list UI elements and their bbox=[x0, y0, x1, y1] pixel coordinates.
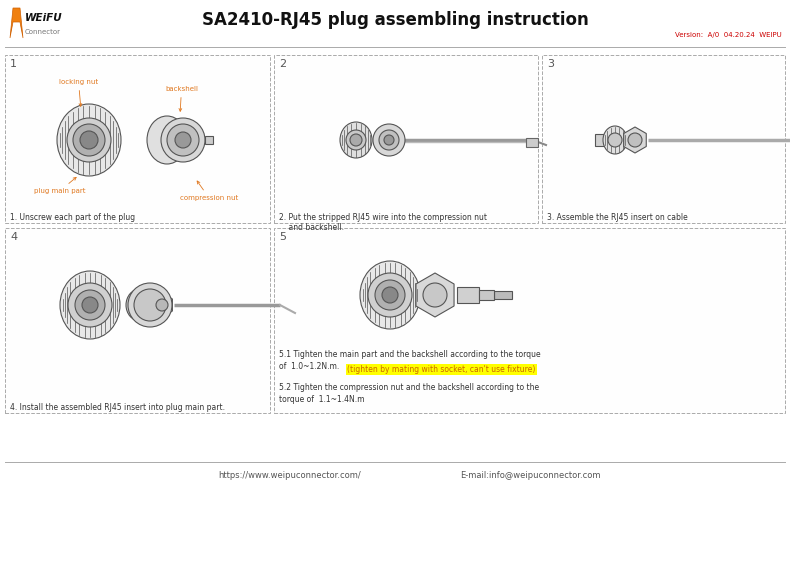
Circle shape bbox=[368, 273, 412, 317]
Polygon shape bbox=[416, 273, 454, 317]
Circle shape bbox=[628, 133, 642, 147]
Text: plug main part: plug main part bbox=[34, 177, 85, 194]
Text: 3: 3 bbox=[547, 59, 554, 69]
Circle shape bbox=[82, 297, 98, 313]
FancyBboxPatch shape bbox=[274, 228, 785, 413]
Text: SA2410-RJ45 plug assembling instruction: SA2410-RJ45 plug assembling instruction bbox=[201, 11, 589, 29]
FancyBboxPatch shape bbox=[5, 55, 270, 223]
Ellipse shape bbox=[126, 289, 154, 321]
Ellipse shape bbox=[147, 116, 187, 164]
Text: 5.2 Tighten the compression nut and the backshell according to the
torque of  1.: 5.2 Tighten the compression nut and the … bbox=[279, 383, 539, 404]
Text: 2: 2 bbox=[279, 59, 286, 69]
Circle shape bbox=[350, 134, 362, 146]
Circle shape bbox=[346, 130, 366, 150]
Text: WEiFU: WEiFU bbox=[25, 13, 62, 23]
Circle shape bbox=[382, 287, 398, 303]
Text: compression nut: compression nut bbox=[180, 181, 239, 201]
Ellipse shape bbox=[603, 126, 627, 154]
FancyBboxPatch shape bbox=[5, 228, 270, 413]
Ellipse shape bbox=[57, 104, 121, 176]
Bar bbox=[494, 291, 512, 299]
Ellipse shape bbox=[60, 271, 120, 339]
Circle shape bbox=[134, 289, 166, 321]
Text: 1: 1 bbox=[10, 59, 17, 69]
Circle shape bbox=[68, 283, 112, 327]
Circle shape bbox=[608, 133, 622, 147]
Text: E-mail:info@weipuconnector.com: E-mail:info@weipuconnector.com bbox=[460, 471, 600, 480]
Text: 5: 5 bbox=[279, 232, 286, 242]
Circle shape bbox=[375, 280, 405, 310]
Circle shape bbox=[379, 130, 399, 150]
Circle shape bbox=[423, 283, 447, 307]
Text: Connector: Connector bbox=[25, 29, 61, 35]
Circle shape bbox=[156, 299, 168, 311]
Text: Version:  A/0  04.20.24  WEIPU: Version: A/0 04.20.24 WEIPU bbox=[675, 32, 782, 38]
Bar bbox=[526, 137, 538, 146]
Polygon shape bbox=[152, 293, 172, 317]
FancyBboxPatch shape bbox=[274, 55, 538, 223]
Text: 1. Unscrew each part of the plug: 1. Unscrew each part of the plug bbox=[10, 213, 135, 222]
Text: backshell: backshell bbox=[165, 86, 198, 111]
Circle shape bbox=[167, 124, 199, 156]
Circle shape bbox=[80, 131, 98, 149]
Circle shape bbox=[373, 124, 405, 156]
Bar bbox=[457, 287, 479, 303]
Text: 4. Install the assembled RJ45 insert into plug main part.: 4. Install the assembled RJ45 insert int… bbox=[10, 403, 225, 412]
Text: (tighten by mating with socket, can't use fixture): (tighten by mating with socket, can't us… bbox=[347, 365, 536, 374]
Text: https://www.weipuconnector.com/: https://www.weipuconnector.com/ bbox=[219, 471, 361, 480]
Circle shape bbox=[73, 124, 105, 156]
Circle shape bbox=[175, 132, 191, 148]
Circle shape bbox=[67, 118, 111, 162]
Text: 2. Put the stripped RJ45 wire into the compression nut
    and backshell.: 2. Put the stripped RJ45 wire into the c… bbox=[279, 213, 487, 232]
Circle shape bbox=[384, 135, 394, 145]
Bar bbox=[479, 290, 494, 300]
FancyBboxPatch shape bbox=[542, 55, 785, 223]
Bar bbox=[595, 134, 609, 146]
Circle shape bbox=[161, 118, 205, 162]
Circle shape bbox=[75, 290, 105, 320]
Text: 4: 4 bbox=[10, 232, 17, 242]
Bar bbox=[205, 136, 213, 144]
Polygon shape bbox=[624, 127, 646, 153]
Ellipse shape bbox=[360, 261, 420, 329]
Text: 5.1 Tighten the main part and the backshell according to the torque
of  1.0~1.2N: 5.1 Tighten the main part and the backsh… bbox=[279, 350, 540, 371]
Ellipse shape bbox=[340, 122, 372, 158]
Polygon shape bbox=[10, 8, 23, 38]
Text: locking nut: locking nut bbox=[59, 79, 98, 106]
Circle shape bbox=[128, 283, 172, 327]
Text: 3. Assemble the RJ45 insert on cable: 3. Assemble the RJ45 insert on cable bbox=[547, 213, 688, 222]
